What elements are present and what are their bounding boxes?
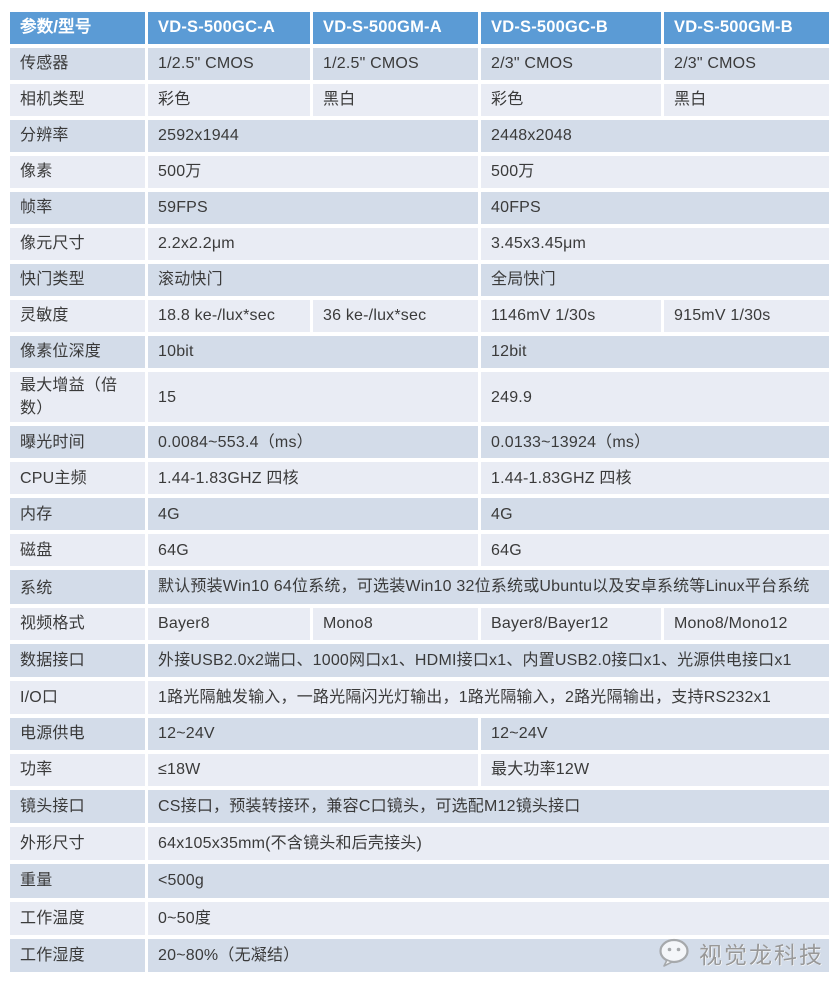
header-model-vd-s-500gc-b: VD-S-500GC-B bbox=[481, 12, 661, 44]
spec-value-cell: 1.44-1.83GHZ 四核 bbox=[481, 462, 829, 495]
row-label: 传感器 bbox=[10, 48, 145, 80]
spec-value-cell: 10bit bbox=[148, 336, 478, 368]
spec-value-cell: 2/3" CMOS bbox=[664, 48, 829, 80]
spec-value-cell: 1146mV 1/30s bbox=[481, 300, 661, 332]
spec-value-cell: 黑白 bbox=[664, 84, 829, 116]
wechat-icon bbox=[659, 938, 689, 967]
spec-value-cell: 1.44-1.83GHZ 四核 bbox=[148, 462, 478, 495]
spec-value-cell: Bayer8/Bayer12 bbox=[481, 607, 661, 640]
row-label: 分辨率 bbox=[10, 120, 145, 152]
spec-value-cell: <500g bbox=[148, 864, 829, 898]
row-label: 磁盘 bbox=[10, 534, 145, 567]
spec-value-cell: 12bit bbox=[481, 336, 829, 368]
spec-value-cell: 2592x1944 bbox=[148, 120, 478, 152]
brand-watermark: 视觉龙科技 bbox=[658, 936, 824, 970]
spec-value-cell: 3.45x3.45μm bbox=[481, 228, 829, 260]
spec-value-cell: 彩色 bbox=[481, 84, 661, 116]
spec-value-cell: 12~24V bbox=[481, 717, 829, 750]
row-label: 镜头接口 bbox=[10, 789, 145, 824]
row-label: 内存 bbox=[10, 498, 145, 531]
header-model-vd-s-500gc-a: VD-S-500GC-A bbox=[148, 12, 310, 44]
spec-value-cell: 64x105x35mm(不含镜头和后壳接头) bbox=[148, 827, 829, 861]
spec-value-cell: 12~24V bbox=[148, 717, 478, 750]
spec-value-cell: 249.9 bbox=[481, 372, 829, 423]
spec-value-cell: 18.8 ke-/lux*sec bbox=[148, 300, 310, 332]
row-label: 像元尺寸 bbox=[10, 228, 145, 260]
spec-value-cell: 64G bbox=[148, 534, 478, 567]
row-label: 像素位深度 bbox=[10, 336, 145, 368]
row-label: 最大增益（倍数） bbox=[10, 372, 145, 423]
spec-value-cell: 500万 bbox=[481, 156, 829, 188]
header-model-vd-s-500gm-b: VD-S-500GM-B bbox=[664, 12, 829, 44]
row-label: CPU主频 bbox=[10, 462, 145, 495]
row-label: 曝光时间 bbox=[10, 426, 145, 459]
row-label: 工作温度 bbox=[10, 901, 145, 935]
row-label: 数据接口 bbox=[10, 643, 145, 677]
spec-value-cell: 4G bbox=[481, 498, 829, 531]
spec-value-cell: 彩色 bbox=[148, 84, 310, 116]
header-model-vd-s-500gm-a: VD-S-500GM-A bbox=[313, 12, 478, 44]
spec-value-cell: Bayer8 bbox=[148, 607, 310, 640]
spec-value-cell: 36 ke-/lux*sec bbox=[313, 300, 478, 332]
spec-value-cell: 4G bbox=[148, 498, 478, 531]
spec-value-cell: 0~50度 bbox=[148, 901, 829, 935]
header-param-label: 参数/型号 bbox=[10, 12, 145, 44]
spec-value-cell: CS接口，预装转接环，兼容C口镜头，可选配M12镜头接口 bbox=[148, 789, 829, 824]
spec-value-cell: 40FPS bbox=[481, 192, 829, 224]
spec-value-cell: 最大功率12W bbox=[481, 753, 829, 786]
row-label: I/O口 bbox=[10, 680, 145, 714]
row-label: 系统 bbox=[10, 570, 145, 604]
spec-value-cell: 1路光隔触发输入，一路光隔闪光灯输出，1路光隔输入，2路光隔输出，支持RS232… bbox=[148, 680, 829, 714]
spec-value-cell: 黑白 bbox=[313, 84, 478, 116]
row-label: 灵敏度 bbox=[10, 300, 145, 332]
spec-value-cell: ≤18W bbox=[148, 753, 478, 786]
spec-value-cell: 2/3" CMOS bbox=[481, 48, 661, 80]
spec-value-cell: 0.0084~553.4（ms） bbox=[148, 426, 478, 459]
spec-value-cell: 滚动快门 bbox=[148, 264, 478, 296]
spec-value-cell: 500万 bbox=[148, 156, 478, 188]
spec-value-cell: 1/2.5" CMOS bbox=[148, 48, 310, 80]
row-label: 功率 bbox=[10, 753, 145, 786]
spec-value-cell: 915mV 1/30s bbox=[664, 300, 829, 332]
row-label: 视频格式 bbox=[10, 607, 145, 640]
spec-value-cell: Mono8 bbox=[313, 607, 478, 640]
row-label: 帧率 bbox=[10, 192, 145, 224]
row-label: 电源供电 bbox=[10, 717, 145, 750]
spec-value-cell: 全局快门 bbox=[481, 264, 829, 296]
spec-value-cell: 15 bbox=[148, 372, 478, 423]
row-label: 像素 bbox=[10, 156, 145, 188]
spec-value-cell: 2448x2048 bbox=[481, 120, 829, 152]
row-label: 工作湿度 bbox=[10, 938, 145, 972]
spec-value-cell: 59FPS bbox=[148, 192, 478, 224]
row-label: 重量 bbox=[10, 864, 145, 898]
row-label: 快门类型 bbox=[10, 264, 145, 296]
spec-value-cell: 外接USB2.0x2端口、1000网口x1、HDMI接口x1、内置USB2.0接… bbox=[148, 643, 829, 677]
spec-value-cell: 0.0133~13924（ms） bbox=[481, 426, 829, 459]
row-label: 相机类型 bbox=[10, 84, 145, 116]
spec-value-cell: 64G bbox=[481, 534, 829, 567]
spec-value-cell: Mono8/Mono12 bbox=[664, 607, 829, 640]
brand-watermark-text: 视觉龙科技 bbox=[699, 942, 824, 968]
spec-value-cell: 20~80%（无凝结） bbox=[148, 938, 829, 972]
camera-spec-table: 参数/型号 VD-S-500GC-A VD-S-500GM-A VD-S-500GC-… bbox=[10, 12, 831, 972]
row-label: 外形尺寸 bbox=[10, 827, 145, 861]
spec-value-cell: 1/2.5" CMOS bbox=[313, 48, 478, 80]
spec-value-cell: 2.2x2.2μm bbox=[148, 228, 478, 260]
spec-value-cell: 默认预装Win10 64位系统，可选装Win10 32位系统或Ubuntu以及安… bbox=[148, 570, 829, 604]
